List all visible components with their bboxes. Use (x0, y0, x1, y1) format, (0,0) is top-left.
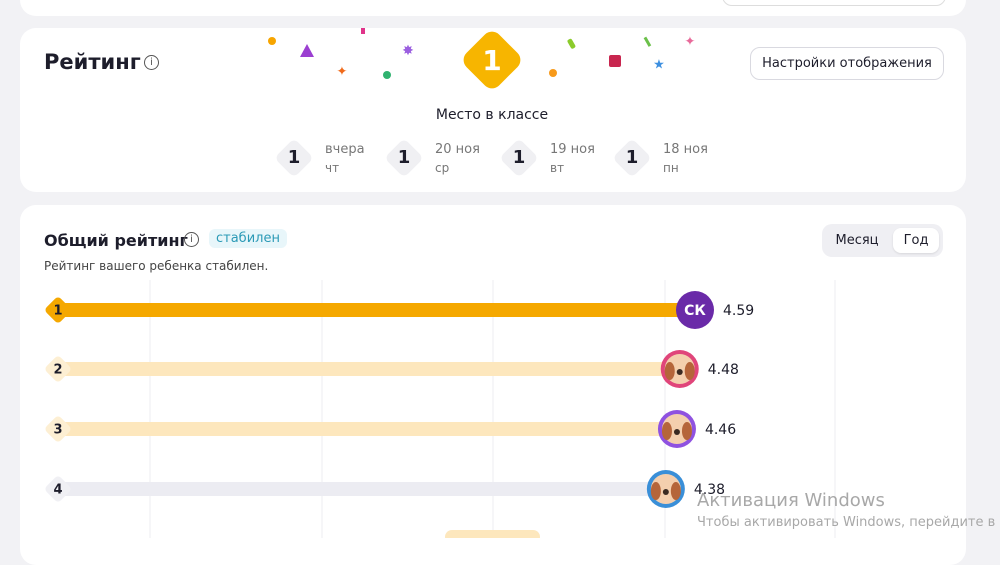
history-day: 20 ноя (435, 142, 480, 157)
history-day: 19 ноя (550, 142, 595, 157)
tab[interactable]: Год (893, 228, 939, 253)
value-label: 4.46 (705, 422, 736, 438)
avatar-ear (661, 422, 672, 440)
value-label: 4.48 (708, 362, 739, 378)
svg-text:✸: ✸ (402, 43, 414, 59)
rank-diamond (45, 416, 71, 442)
avatar-ear (684, 362, 695, 380)
avatar-nose (676, 369, 683, 375)
avatar-ear (650, 482, 661, 500)
history-rank: 1 (397, 147, 411, 168)
avatar-ear (670, 482, 681, 500)
history-day: вчера (325, 142, 365, 157)
badge-label: Место в классе (435, 107, 549, 123)
bar (58, 482, 666, 496)
overall-title: Общий рейтинг (44, 231, 188, 250)
history-rank: 1 (512, 147, 526, 168)
svg-text:✦: ✦ (337, 65, 348, 80)
avatar-ear (664, 362, 675, 380)
avatar (676, 291, 714, 329)
history-weekday: вт (550, 161, 565, 175)
svg-text:★: ★ (653, 58, 665, 73)
bar (58, 303, 695, 317)
badge-rank: 1 (482, 44, 502, 77)
watermark-title: Активация Windows (697, 490, 885, 511)
confetti: ✦ ✸ ★ ✦ (268, 28, 696, 89)
value-label: 4.59 (723, 303, 754, 319)
tab[interactable]: Месяц (835, 233, 879, 248)
rank-diamond (45, 297, 71, 323)
history-day: 18 ноя (663, 142, 708, 157)
avatar-initials: СК (684, 303, 706, 319)
rank: 1 (53, 304, 62, 319)
settings-button[interactable]: Настройки отображения (750, 47, 944, 80)
value-label: 4.38 (694, 482, 725, 498)
bar-partial (445, 530, 540, 538)
avatar-ear (681, 422, 692, 440)
page: Рейтинг i ✦ ✸ ★ ✦ 1 Место в классе Настр… (20, 0, 1000, 565)
watermark-text: Чтобы активировать Windows, перейдите в … (697, 515, 1000, 530)
info-icon[interactable]: i (144, 55, 159, 70)
rating-chart: 1 СК 4.59 2 4.48 3 4.46 4 4.38 (45, 280, 836, 538)
rank: 4 (53, 483, 62, 498)
bar (58, 362, 680, 376)
rank: 3 (53, 423, 62, 438)
avatar-nose (662, 489, 669, 495)
history-weekday: ср (435, 161, 450, 175)
bar (58, 422, 677, 436)
history-weekday: чт (325, 161, 340, 175)
rank-diamond (45, 356, 71, 382)
svg-text:✦: ✦ (685, 35, 696, 50)
history-rank: 1 (625, 147, 639, 168)
overall-subtitle: Рейтинг вашего ребенка стабилен. (44, 259, 269, 273)
rank: 2 (53, 363, 62, 378)
rating-title: Рейтинг (44, 50, 141, 74)
status-badge: стабилен (209, 229, 287, 248)
history-weekday: пн (663, 161, 679, 175)
rank-diamond (45, 476, 71, 502)
info-icon[interactable]: i (184, 232, 199, 247)
avatar-nose (673, 429, 680, 435)
history-rank: 1 (287, 147, 301, 168)
